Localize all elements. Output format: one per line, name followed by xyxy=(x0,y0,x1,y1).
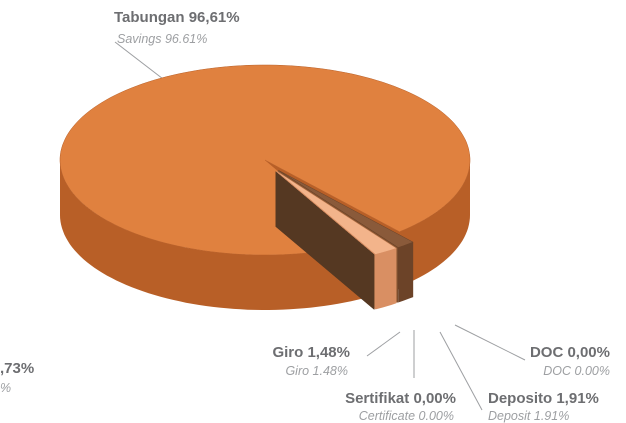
slice xyxy=(275,171,375,255)
slice-label: Giro 1,48% xyxy=(272,344,350,361)
value-label: 96,61% xyxy=(189,9,240,26)
value-label: 0,00% xyxy=(413,390,456,407)
slice-label: DOC 0,00% xyxy=(530,344,610,361)
value-label-en: 96.61% xyxy=(165,32,207,46)
category: Giro xyxy=(272,344,303,361)
slice-wall xyxy=(60,160,364,310)
category-en: Giro xyxy=(285,364,309,378)
value-label-en: 1.48% xyxy=(313,364,348,378)
labels: Tabungan 96,61% Savings 96.61% Giro 1,48… xyxy=(0,9,610,423)
slice-label-en: Deposit 1.91% xyxy=(488,409,569,423)
slice-label: Tabungan 96,61% xyxy=(114,9,240,26)
slice-label: Sertifikat 0,00% xyxy=(345,390,456,407)
leader-line xyxy=(454,324,526,361)
slice-label-en: Giro 1.48% xyxy=(285,364,348,378)
category: Deposito xyxy=(488,390,552,407)
category: Sertifikat xyxy=(345,390,409,407)
category-en: Savings xyxy=(117,32,161,46)
value-label: 0,00% xyxy=(567,344,610,361)
slice-label: Deposito 1,91% xyxy=(488,390,599,407)
slice-wall xyxy=(398,242,414,303)
value-label: 1,48% xyxy=(307,344,350,361)
category: DOC xyxy=(530,344,564,361)
pie xyxy=(59,64,471,310)
cropped-label: % xyxy=(0,381,11,395)
slice xyxy=(277,170,398,249)
leader-line xyxy=(366,331,401,357)
value-label: 1,91% xyxy=(556,390,599,407)
slice-label-en: Certificate 0.00% xyxy=(359,409,454,423)
slice-label-en: Savings 96.61% xyxy=(117,32,207,46)
value-label-en: 1.91% xyxy=(534,409,569,423)
slice-label-en: DOC 0.00% xyxy=(543,364,610,378)
category-en: DOC xyxy=(543,364,572,378)
slice xyxy=(59,64,471,256)
value-label-en: 0.00% xyxy=(575,364,610,378)
slice-face xyxy=(275,171,375,310)
cropped-label: ,73% xyxy=(0,360,34,377)
leader-line xyxy=(439,331,483,411)
category: Tabungan xyxy=(114,9,185,26)
slice xyxy=(278,170,414,248)
slice-wall xyxy=(399,160,470,287)
slice xyxy=(276,170,397,255)
category-en: Deposit xyxy=(488,409,531,423)
category-en: Certificate xyxy=(359,409,415,423)
slice-wall xyxy=(375,248,397,310)
value-label-en: 0.00% xyxy=(419,409,454,423)
